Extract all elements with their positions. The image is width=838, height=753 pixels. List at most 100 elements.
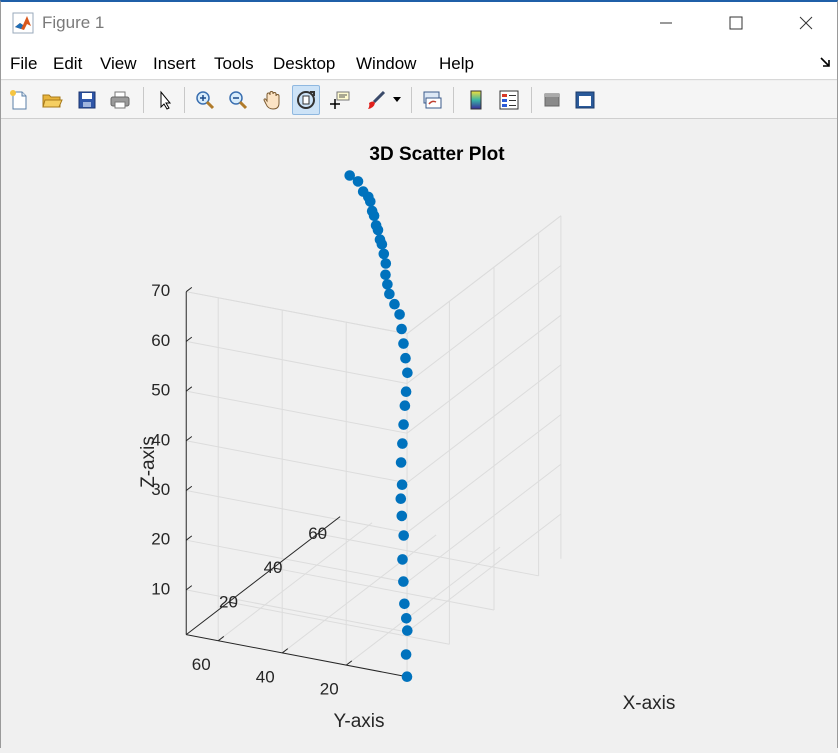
new-figure-button[interactable] [5,85,33,115]
link-plot-button[interactable] [418,85,446,115]
grid-line [186,291,408,335]
scatter-point [357,186,369,197]
y-tick-label: 60 [192,655,211,674]
grid-line [186,539,408,583]
minimize-button[interactable] [631,2,701,44]
grid-line [345,546,501,666]
new-figure-icon [10,90,27,110]
x-tick-label: 60 [308,524,327,543]
scatter-point [380,269,391,281]
show-plot-tools-button[interactable] [571,85,599,115]
title-bar[interactable]: Figure 1 [1,2,837,44]
x-axis-line [185,516,341,636]
menu-edit[interactable]: Edit [53,54,83,73]
toolbar-separator [411,87,412,113]
y-axis-label: Y-axis [333,711,384,732]
scatter-point [402,625,413,636]
menu-tools[interactable]: Tools [214,54,254,73]
print-button[interactable] [106,85,134,115]
data-cursor-icon [330,91,350,109]
tick-labels: 20 40 60 20 40 60 10 20 30 40 50 60 70 [151,281,338,698]
zoom-out-icon [229,91,248,110]
hide-plot-tools-button[interactable] [538,85,566,115]
scatter-point [402,367,413,379]
zoom-in-button[interactable] [191,85,219,115]
grid-line [406,463,562,583]
colorbar-button[interactable] [462,85,490,115]
scatter-point [378,248,390,260]
scatter-point [384,288,395,300]
z-axis-label: Z-axis [138,436,159,488]
legend-button[interactable] [495,85,523,115]
z-tick [185,585,193,591]
y-tick-label: 40 [256,667,275,686]
z-tick [185,535,193,541]
scatter-point [380,258,392,269]
scatter-point [370,220,382,231]
axes-lines [185,287,408,678]
toolbar-separator [531,87,532,113]
hide-plot-tools-icon [544,93,560,107]
data-cursor-button[interactable] [326,85,354,115]
rotate-3d-button[interactable] [292,85,320,115]
zoom-in-icon [196,91,215,110]
brush-dropdown-button[interactable] [390,85,404,115]
menu-help[interactable]: Help [439,54,474,73]
y-tick [345,660,353,666]
scatter-point [389,298,400,310]
maximize-button[interactable] [701,2,771,44]
dock-arrow-icon[interactable] [819,56,831,68]
scatter-point [400,649,412,660]
menu-window[interactable]: Window [356,54,417,73]
chart-title: 3D Scatter Plot [369,144,505,165]
brush-dropdown-icon [393,97,401,102]
scatter-point [366,205,378,217]
plot-area: 20 40 60 20 40 60 10 20 30 40 50 60 70 3D Scatter Pl… [1,120,837,748]
save-button[interactable] [73,85,101,115]
open-file-icon [42,94,63,108]
close-button[interactable] [771,2,838,44]
scatter-3d-axes[interactable]: 20 40 60 20 40 60 10 20 30 40 50 60 70 3D Scatter Pl… [1,120,837,748]
grid-line [317,533,539,577]
colorbar-icon [470,90,482,110]
z-tick-label: 10 [151,579,170,598]
toolbar-separator [453,87,454,113]
grid-line [217,522,373,642]
scatter-point [352,176,364,187]
scatter-point [395,457,407,468]
grid-line [186,489,408,534]
link-plot-icon [423,91,442,109]
x-tick-label: 40 [264,558,283,577]
scatter-point [374,234,386,245]
edit-plot-button[interactable] [151,85,179,115]
rotate-3d-icon [297,91,315,109]
z-tick-label: 70 [151,281,170,300]
scatter-point [397,438,408,449]
scatter-point [398,530,410,541]
toolbar-separator [184,87,185,113]
brush-button[interactable] [362,85,390,115]
scatter-point [398,419,409,430]
scatter-point [344,170,356,181]
scatter-point [401,671,413,682]
grid-line [406,265,562,384]
open-file-button[interactable] [38,85,66,115]
menu-file[interactable]: File [10,54,38,73]
scatter-point [382,279,393,290]
menu-insert[interactable]: Insert [153,54,196,73]
pan-button[interactable] [258,85,286,115]
pan-hand-icon [263,90,280,110]
x-tick [317,533,326,536]
scatter-point [400,386,412,398]
scatter-point [401,613,412,624]
zoom-out-button[interactable] [224,85,252,115]
toolbar-separator [143,87,144,113]
scatter-point [394,309,405,320]
scatter-point [398,576,409,587]
minimize-icon [660,22,672,24]
menu-desktop[interactable]: Desktop [273,54,336,73]
scatter-point [400,352,411,364]
menu-view[interactable]: View [100,54,137,73]
grid-line [186,440,408,484]
